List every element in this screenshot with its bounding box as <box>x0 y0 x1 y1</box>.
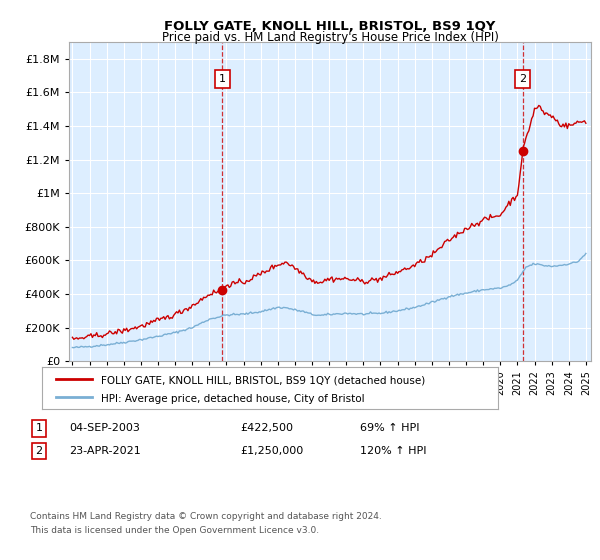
Text: 1: 1 <box>218 74 226 84</box>
Text: This data is licensed under the Open Government Licence v3.0.: This data is licensed under the Open Gov… <box>30 526 319 535</box>
Text: FOLLY GATE, KNOLL HILL, BRISTOL, BS9 1QY: FOLLY GATE, KNOLL HILL, BRISTOL, BS9 1QY <box>164 20 496 32</box>
Text: FOLLY GATE, KNOLL HILL, BRISTOL, BS9 1QY (detached house): FOLLY GATE, KNOLL HILL, BRISTOL, BS9 1QY… <box>101 375 425 385</box>
Text: 2: 2 <box>35 446 43 456</box>
Text: Price paid vs. HM Land Registry's House Price Index (HPI): Price paid vs. HM Land Registry's House … <box>161 31 499 44</box>
Text: 04-SEP-2003: 04-SEP-2003 <box>69 423 140 433</box>
Text: Contains HM Land Registry data © Crown copyright and database right 2024.: Contains HM Land Registry data © Crown c… <box>30 512 382 521</box>
Text: 120% ↑ HPI: 120% ↑ HPI <box>360 446 427 456</box>
Text: HPI: Average price, detached house, City of Bristol: HPI: Average price, detached house, City… <box>101 394 365 404</box>
Text: 2: 2 <box>519 74 526 84</box>
Text: 69% ↑ HPI: 69% ↑ HPI <box>360 423 419 433</box>
Text: £1,250,000: £1,250,000 <box>240 446 303 456</box>
Text: £422,500: £422,500 <box>240 423 293 433</box>
Text: 1: 1 <box>35 423 43 433</box>
Text: 23-APR-2021: 23-APR-2021 <box>69 446 141 456</box>
